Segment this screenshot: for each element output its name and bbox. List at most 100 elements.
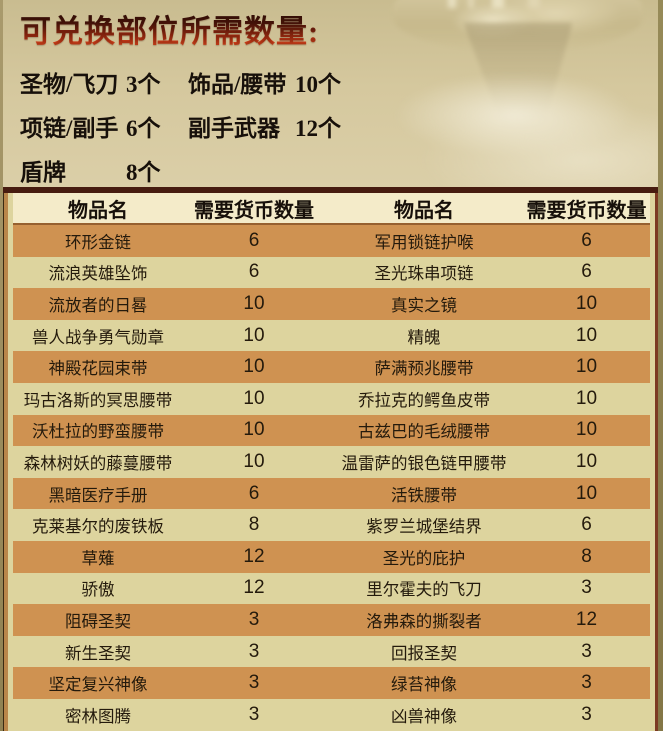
item-name-cell: 森林树妖的藤蔓腰带	[23, 454, 173, 473]
table-row: 阻碍圣契 3 洛弗森的撕裂者 12	[13, 604, 650, 636]
part-label: 副手武器	[188, 116, 280, 141]
table-row: 克莱基尔的废铁板 8 紫罗兰城堡结界 6	[13, 509, 650, 541]
column-header-currency-qty: 需要货币数量	[526, 199, 647, 222]
table-row: 密林图腾 3 凶兽神像 3	[13, 698, 650, 731]
qty-cell: 6	[581, 229, 592, 251]
qty-cell: 3	[248, 703, 260, 725]
qty-cell: 3	[581, 672, 592, 694]
qty-cell: 6	[581, 261, 592, 283]
part-quantity: 10个	[295, 72, 341, 97]
item-name-cell: 神殿花园束带	[48, 360, 148, 379]
qty-cell: 8	[248, 514, 260, 536]
qty-cell: 3	[581, 577, 592, 599]
qty-cell: 10	[575, 324, 598, 346]
item-name-cell: 玛古洛斯的冥思腰带	[23, 391, 173, 410]
part-quantity: 6个	[126, 116, 161, 141]
qty-cell: 6	[248, 229, 260, 251]
part-label: 圣物/飞刀	[20, 72, 119, 97]
item-name-cell: 圣光珠串项链	[374, 265, 474, 284]
item-name-cell: 兽人战争勇气勋章	[32, 328, 164, 347]
qty-cell: 10	[243, 419, 265, 441]
item-name-cell: 军用锁链护喉	[374, 233, 474, 252]
item-name-cell: 回报圣契	[391, 644, 457, 663]
item-name-cell: 草薙	[81, 549, 115, 568]
item-name-cell: 里尔霍夫的飞刀	[366, 581, 482, 600]
item-name-cell: 环形金链	[65, 233, 131, 252]
qty-cell: 10	[575, 356, 598, 378]
item-name-cell: 萨满预兆腰带	[374, 360, 474, 379]
item-name-cell: 乔拉克的鳄鱼皮带	[358, 391, 490, 410]
table-header-row: 物品名 需要货币数量 物品名 需要货币数量	[13, 193, 650, 225]
table-row: 骄傲 12 里尔霍夫的飞刀 3	[13, 572, 650, 605]
column-header-item-name: 物品名	[68, 199, 128, 222]
qty-cell: 10	[243, 324, 265, 346]
qty-cell: 6	[248, 482, 260, 504]
item-name-cell: 温雷萨的银色链甲腰带	[341, 454, 507, 473]
item-name-cell: 紫罗兰城堡结界	[366, 518, 482, 537]
qty-cell: 3	[581, 703, 592, 725]
table-row: 坚定复兴神像 3 绿苔神像 3	[13, 667, 650, 699]
item-name-cell: 沃杜拉的野蛮腰带	[32, 423, 164, 442]
qty-cell: 10	[575, 482, 598, 504]
column-header-item-name: 物品名	[394, 199, 454, 222]
qty-cell: 12	[243, 577, 265, 599]
table-row: 黑暗医疗手册 6 活铁腰带 10	[13, 477, 650, 510]
qty-cell: 10	[243, 356, 265, 378]
item-name-cell: 古兹巴的毛绒腰带	[358, 423, 490, 442]
qty-cell: 3	[581, 640, 592, 662]
page-edge-left	[0, 0, 3, 731]
qty-cell: 3	[248, 640, 260, 662]
qty-cell: 10	[243, 387, 265, 409]
qty-cell: 8	[581, 545, 592, 567]
item-name-cell: 活铁腰带	[391, 486, 457, 505]
qty-cell: 10	[575, 387, 598, 409]
table-row: 流浪英雄坠饰 6 圣光珠串项链 6	[13, 256, 650, 289]
qty-cell: 6	[248, 261, 260, 283]
qty-cell: 10	[575, 419, 598, 441]
qty-cell: 10	[575, 450, 598, 472]
table-row: 流放者的日晷 10 真实之镜 10	[13, 288, 650, 320]
table-row: 神殿花园束带 10 萨满预兆腰带 10	[13, 351, 650, 383]
qty-cell: 3	[248, 672, 260, 694]
table-row: 新生圣契 3 回报圣契 3	[13, 635, 650, 668]
item-name-cell: 流浪英雄坠饰	[48, 265, 148, 284]
part-label: 饰品/腰带	[188, 72, 287, 97]
item-name-cell: 洛弗森的撕裂者	[366, 612, 482, 631]
item-name-cell: 真实之镜	[391, 296, 457, 315]
item-name-cell: 流放者的日晷	[48, 296, 148, 315]
qty-cell: 3	[248, 608, 260, 630]
table-row: 沃杜拉的野蛮腰带 10 古兹巴的毛绒腰带 10	[13, 414, 650, 447]
item-name-cell: 新生圣契	[65, 644, 131, 663]
header-section: 可兑换部位所需数量: 圣物/飞刀 3个 饰品/腰带 10个项链/副手 6个 副手武器 12个…	[0, 0, 663, 187]
item-name-cell: 密林图腾	[65, 707, 131, 726]
exchange-table-body: 环形金链 6 军用锁链护喉 6 流浪英雄坠饰 6 圣光珠串项链 6 流放者的日晷 10 真实之镜 10…	[13, 225, 650, 731]
qty-cell: 6	[581, 514, 592, 536]
column-header-currency-qty: 需要货币数量	[194, 199, 314, 222]
part-quantity: 8个	[126, 160, 161, 185]
part-quantity: 12个	[295, 116, 341, 141]
item-name-cell: 绿苔神像	[391, 676, 457, 695]
qty-cell: 10	[243, 292, 265, 314]
table-row: 草薙 12 圣光的庇护 8	[13, 540, 650, 573]
table-row: 玛古洛斯的冥思腰带 10 乔拉克的鳄鱼皮带 10	[13, 382, 650, 415]
item-name-cell: 骄傲	[81, 581, 115, 600]
item-name-cell: 阻碍圣契	[65, 612, 131, 631]
item-name-cell: 坚定复兴神像	[48, 676, 148, 695]
table-row: 兽人战争勇气勋章 10 精魄 10	[13, 319, 650, 352]
page-edge-right	[658, 0, 663, 731]
exchange-table: 物品名 需要货币数量 物品名 需要货币数量 环形金链 6 军用锁链护喉 6 流浪英雄坠饰…	[0, 187, 663, 731]
parts-list: 圣物/飞刀 3个 饰品/腰带 10个项链/副手 6个 副手武器 12个盾牌 8个	[20, 65, 420, 187]
qty-cell: 12	[243, 545, 265, 567]
item-name-cell: 圣光的庇护	[382, 549, 466, 568]
qty-cell: 10	[243, 450, 265, 472]
qty-cell: 10	[575, 292, 598, 314]
item-name-cell: 精魄	[407, 328, 441, 347]
part-label: 盾牌	[20, 160, 66, 185]
part-label: 项链/副手	[20, 116, 119, 141]
qty-cell: 12	[575, 608, 598, 630]
item-name-cell: 克莱基尔的废铁板	[32, 518, 164, 537]
part-quantity: 3个	[126, 72, 161, 97]
page-title: 可兑换部位所需数量:	[20, 6, 319, 51]
item-name-cell: 凶兽神像	[391, 707, 457, 726]
table-row: 环形金链 6 军用锁链护喉 6	[13, 225, 650, 257]
